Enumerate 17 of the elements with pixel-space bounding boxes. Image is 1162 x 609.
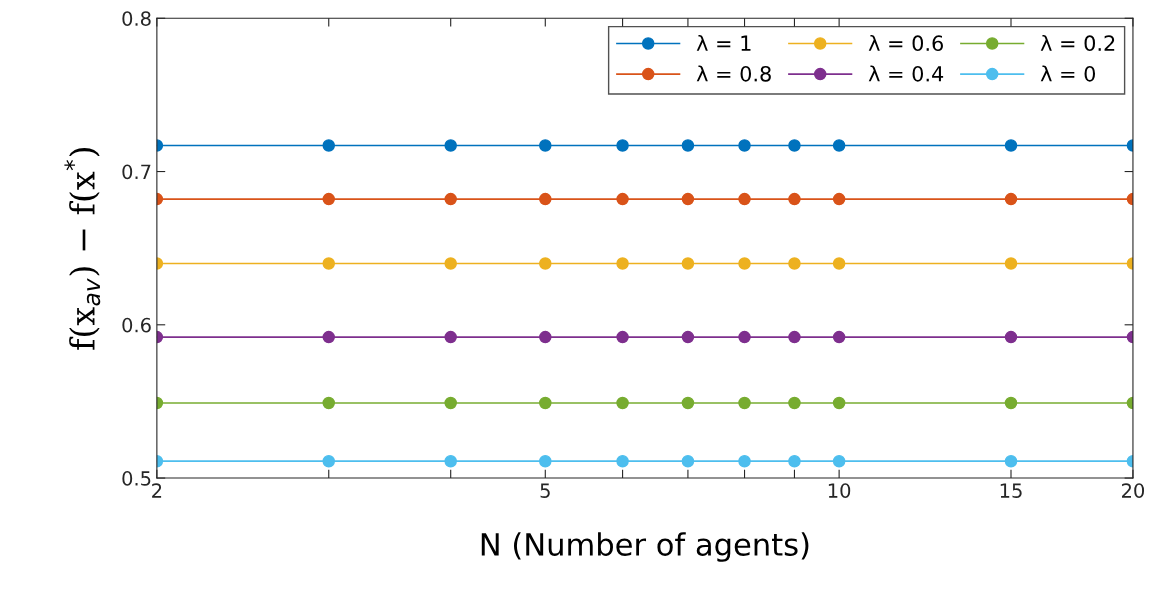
x-tick-label: 10 <box>828 483 851 498</box>
legend-label: λ = 0.8 <box>696 65 771 82</box>
y-tick-label: 0.8 <box>122 11 151 26</box>
x-axis-title: N (Number of agents) <box>481 532 809 562</box>
y-tick-label: 0.7 <box>122 164 151 180</box>
x-tick-label: 2 <box>152 483 162 498</box>
x-tick-label: 15 <box>1000 483 1022 498</box>
legend-label: λ = 1 <box>696 34 751 51</box>
y-axis-title: f(x$_{av}$) − f(x$^{*}$) <box>64 147 101 350</box>
x-tick-label: 20 <box>1122 483 1145 498</box>
x-tick-label: 5 <box>540 483 550 498</box>
legend-label: λ = 0.6 <box>868 34 943 52</box>
legend-label: λ = 0.2 <box>1040 34 1115 52</box>
legend-label: λ = 0 <box>1040 65 1096 82</box>
y-tick-label: 0.5 <box>122 471 151 486</box>
legend-label: λ = 0.4 <box>868 65 944 82</box>
y-tick-label: 0.6 <box>122 317 151 333</box>
